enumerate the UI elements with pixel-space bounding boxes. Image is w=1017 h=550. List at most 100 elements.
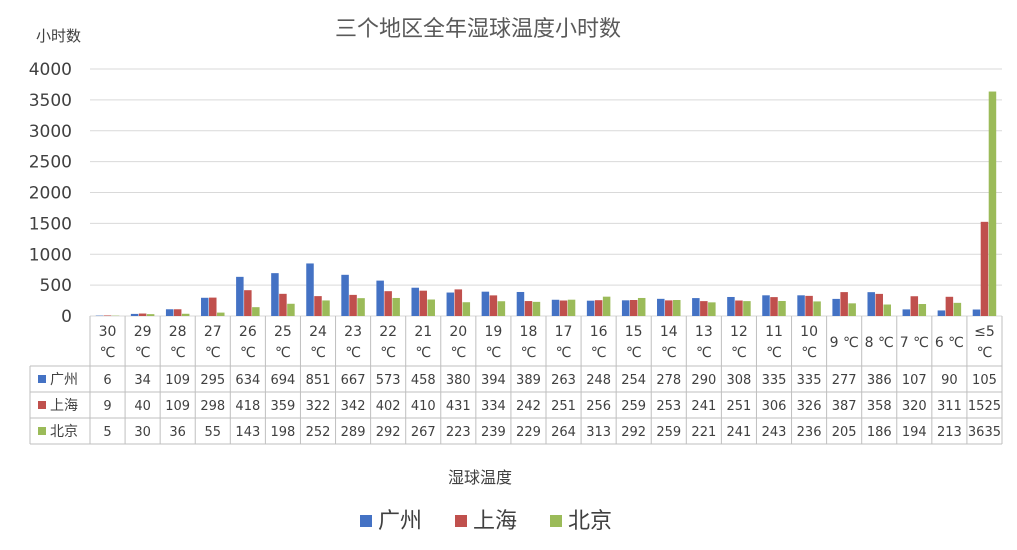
bar xyxy=(778,300,786,316)
data-label: 30 xyxy=(134,425,151,440)
bar xyxy=(462,302,471,316)
row-legend-key xyxy=(38,427,46,435)
bar xyxy=(875,293,883,316)
row-series-name: 北京 xyxy=(50,424,78,440)
bar xyxy=(735,300,743,316)
data-label: 242 xyxy=(516,399,541,414)
data-label: 253 xyxy=(656,399,681,414)
bar xyxy=(516,291,525,316)
data-label: 278 xyxy=(656,373,681,388)
x-axis-label: 湿球温度 xyxy=(448,468,512,487)
data-label: 320 xyxy=(902,399,927,414)
category-label: 9 ℃ xyxy=(830,335,859,351)
data-label: 143 xyxy=(235,425,260,440)
data-label: 267 xyxy=(411,425,436,440)
data-label: 3635 xyxy=(968,425,1001,440)
bar xyxy=(454,289,463,316)
row-series-name: 上海 xyxy=(50,398,78,414)
data-label: 40 xyxy=(134,399,151,414)
category-label: 15 ℃ xyxy=(625,324,643,361)
data-label: 254 xyxy=(621,373,646,388)
bar xyxy=(602,296,611,316)
data-label: 1525 xyxy=(968,399,1001,414)
bar xyxy=(770,297,778,316)
bar xyxy=(559,300,568,316)
data-label: 573 xyxy=(376,373,401,388)
bar xyxy=(481,291,490,316)
y-tick-label: 1500 xyxy=(29,214,72,234)
bar xyxy=(524,301,533,316)
data-label: 334 xyxy=(481,399,506,414)
data-label: 277 xyxy=(832,373,857,388)
data-label: 431 xyxy=(446,399,471,414)
y-tick-label: 1000 xyxy=(29,245,72,265)
legend-label: 北京 xyxy=(568,509,612,534)
bar xyxy=(419,290,427,316)
bar xyxy=(551,299,560,316)
category-label: 7 ℃ xyxy=(900,335,929,351)
category-label: 10 ℃ xyxy=(800,324,818,361)
data-label: 109 xyxy=(165,373,190,388)
data-label: 198 xyxy=(271,425,296,440)
y-tick-label: 0 xyxy=(61,307,72,327)
category-label: 24 ℃ xyxy=(309,324,327,361)
category-label: 8 ℃ xyxy=(865,335,894,351)
data-label: 241 xyxy=(691,399,716,414)
bar xyxy=(657,298,665,316)
data-label: 311 xyxy=(937,399,962,414)
data-label: 851 xyxy=(306,373,331,388)
data-label: 306 xyxy=(762,399,787,414)
bar xyxy=(446,292,455,316)
bar xyxy=(349,294,357,316)
data-label: 380 xyxy=(446,373,471,388)
category-label: 23 ℃ xyxy=(344,324,362,361)
y-tick-label: 2000 xyxy=(29,184,72,204)
category-label: 12 ℃ xyxy=(730,324,748,361)
bar xyxy=(762,295,770,316)
legend-swatch xyxy=(455,515,467,527)
data-label: 5 xyxy=(103,425,111,440)
bar xyxy=(103,315,112,316)
data-label: 90 xyxy=(941,373,958,388)
data-label: 236 xyxy=(797,425,822,440)
legend-swatch xyxy=(360,515,372,527)
bar xyxy=(376,280,384,316)
bar xyxy=(279,293,287,316)
category-label: 16 ℃ xyxy=(590,324,608,361)
category-label: 13 ℃ xyxy=(695,324,713,361)
bar xyxy=(341,274,349,316)
data-label: 6 xyxy=(103,373,111,388)
bar xyxy=(314,296,322,316)
category-label: 6 ℃ xyxy=(935,335,964,351)
category-label: 30 ℃ xyxy=(99,324,117,361)
legend-label: 上海 xyxy=(473,509,517,534)
bar xyxy=(805,295,813,316)
row-legend-key xyxy=(38,375,46,383)
bar xyxy=(244,290,252,316)
data-label: 326 xyxy=(797,399,822,414)
bar xyxy=(673,300,681,316)
category-label: 28 ℃ xyxy=(169,324,187,361)
bar xyxy=(586,300,595,316)
data-label: 107 xyxy=(902,373,927,388)
category-label: 18 ℃ xyxy=(520,324,538,361)
legend: 广州 上海 北京 xyxy=(360,509,612,534)
bar xyxy=(988,91,997,316)
data-label: 308 xyxy=(727,373,752,388)
data-table: 30 ℃ 29 ℃ 28 ℃ 27 ℃ 26 ℃ 25 ℃ 24 ℃ 23 ℃ 22 ℃ 21 ℃ 20 ℃ 19 ℃ 18 ℃ 1… xyxy=(29,316,1003,445)
gridlines xyxy=(90,68,1002,317)
category-label: 14 ℃ xyxy=(660,324,678,361)
data-label: 251 xyxy=(551,399,576,414)
bar xyxy=(322,300,330,316)
data-label: 9 xyxy=(103,399,111,414)
data-label: 410 xyxy=(411,399,436,414)
data-label: 292 xyxy=(621,425,646,440)
bar xyxy=(972,309,981,316)
data-label: 105 xyxy=(972,373,997,388)
bar xyxy=(883,304,891,316)
data-label: 194 xyxy=(902,425,927,440)
data-label: 402 xyxy=(376,399,401,414)
row-series-name: 广州 xyxy=(50,372,78,388)
bar xyxy=(700,301,708,316)
y-tick-label: 2500 xyxy=(29,153,72,173)
